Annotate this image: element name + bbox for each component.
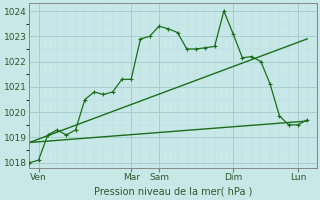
X-axis label: Pression niveau de la mer( hPa ): Pression niveau de la mer( hPa ) — [94, 187, 252, 197]
